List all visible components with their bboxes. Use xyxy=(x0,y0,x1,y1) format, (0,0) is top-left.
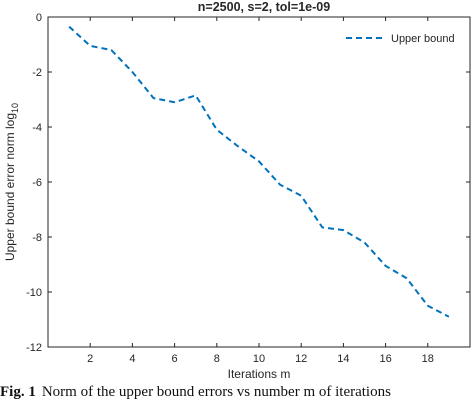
y-axis-label-subscript: 10 xyxy=(10,103,20,113)
x-tick-label: 14 xyxy=(337,353,349,365)
chart: n=2500, s=2, tol=1e-09 2 4 6 8 10 12 14 16 18 0 -… xyxy=(3,0,471,381)
data-point xyxy=(448,316,450,318)
data-point xyxy=(364,242,366,244)
x-tick-label: 6 xyxy=(172,353,178,365)
data-point xyxy=(342,229,344,231)
data-point xyxy=(406,277,408,279)
data-point xyxy=(68,26,70,28)
x-tick-label: 12 xyxy=(295,353,307,365)
x-tick-label: 18 xyxy=(422,353,434,365)
data-point xyxy=(153,97,155,99)
y-tick-label: -12 xyxy=(26,342,42,354)
y-tick-label: -2 xyxy=(32,67,42,79)
data-point xyxy=(258,160,260,162)
figure-caption: Fig. 1 Norm of the upper bound errors vs … xyxy=(0,384,474,402)
caption-label: Fig. 1 xyxy=(0,384,36,400)
y-axis-label: Upper bound error norm log10 xyxy=(3,103,20,261)
x-tick-label: 8 xyxy=(214,353,220,365)
data-point xyxy=(216,129,218,131)
data-point xyxy=(237,145,239,147)
data-point xyxy=(110,49,112,51)
data-point xyxy=(279,184,281,186)
plot-area xyxy=(47,16,471,348)
data-point xyxy=(195,94,197,96)
chart-title: n=2500, s=2, tol=1e-09 xyxy=(198,0,330,14)
y-tick-label: -10 xyxy=(26,287,42,299)
y-axis-label-main: Upper bound error norm log xyxy=(3,113,17,261)
y-tick-label: -8 xyxy=(32,232,42,244)
y-tick-label: -4 xyxy=(32,122,42,134)
x-tick-label: 2 xyxy=(87,353,93,365)
data-point xyxy=(131,71,133,73)
x-tick-label: 4 xyxy=(129,353,135,365)
data-point xyxy=(300,195,302,197)
data-point xyxy=(385,265,387,267)
data-point xyxy=(321,226,323,228)
y-tick-label: 0 xyxy=(36,12,42,24)
data-point xyxy=(427,305,429,307)
data-point xyxy=(174,101,176,103)
x-axis: 2 4 6 8 10 12 14 16 18 xyxy=(87,17,434,365)
legend: Upper bound xyxy=(338,26,462,50)
series-layer xyxy=(68,25,450,318)
y-axis: 0 -2 -4 -6 -8 -10 -12 xyxy=(26,12,470,354)
x-tick-label: 10 xyxy=(253,353,265,365)
y-tick-label: -6 xyxy=(32,177,42,189)
series-line-upper-bound xyxy=(68,25,450,318)
plot-frame xyxy=(47,16,471,348)
legend-label: Upper bound xyxy=(391,33,455,45)
x-axis-label: Iterations m xyxy=(228,367,291,381)
caption-text: Norm of the upper bound errors vs number… xyxy=(41,384,391,400)
x-tick-label: 16 xyxy=(379,353,391,365)
data-point xyxy=(89,45,91,47)
